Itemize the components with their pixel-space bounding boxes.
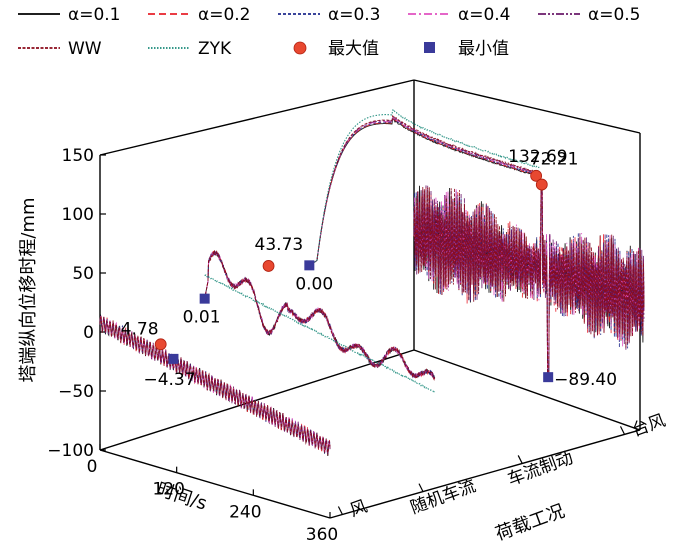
min-value-label: −89.40: [554, 370, 617, 390]
max-marker: [154, 338, 167, 351]
max-value-label: 132.69: [508, 147, 567, 167]
frame-line: [329, 429, 641, 519]
z-tick-label: 车流制动: [505, 448, 576, 490]
y-tick-label: −100: [47, 441, 94, 461]
z-tick-label: 风: [347, 497, 370, 522]
min-value-label: 0.00: [295, 274, 333, 294]
legend-max-marker: [293, 41, 307, 55]
min-marker: [168, 353, 179, 364]
max-marker: [535, 178, 548, 191]
series-ww-case-0: [99, 315, 331, 456]
y-axis-title: 塔端纵向位移时程/mm: [18, 197, 39, 382]
x-tick-label: 360: [306, 525, 338, 544]
series-ww-case-3: [413, 183, 645, 378]
legend-label-a01: α=0.1: [68, 5, 121, 25]
legend-label-min: 最小值: [458, 39, 509, 59]
z-tick-label: 台风: [629, 411, 668, 441]
min-value-label: −4.37: [143, 370, 195, 390]
min-value-label: 0.01: [183, 308, 221, 328]
frame-line: [413, 79, 641, 134]
legend-label-a04: α=0.4: [458, 5, 511, 25]
min-marker: [199, 293, 210, 304]
y-tick-label: 0: [83, 323, 94, 343]
marker-layer: [154, 169, 554, 383]
legend-min-marker: [424, 42, 435, 53]
max-value-label: 72.21: [530, 150, 579, 170]
x-tick-label: 240: [229, 502, 261, 522]
frame-line: [99, 449, 331, 519]
z-tick: [619, 426, 626, 435]
legend-label-max: 最大值: [328, 39, 379, 59]
series-a02-case-1: [204, 250, 436, 381]
series-a05-case-3: [413, 183, 645, 378]
min-marker: [543, 372, 554, 383]
frame-line: [413, 349, 641, 431]
legend: α=0.1 α=0.2 α=0.3 α=0.4 α=0.5 WW ZYK 最大值 最小值: [18, 5, 641, 59]
annotation-layer: 4.78 −4.37 43.73 0.01 132.69 0.00 72.21 −89.40: [121, 147, 617, 390]
z-tick: [418, 483, 424, 492]
legend-label-ww: WW: [68, 39, 102, 59]
series-a04-case-3: [413, 183, 645, 378]
series-zyk-case-2: [309, 109, 540, 266]
series-ww-case-1: [204, 250, 436, 382]
max-value-label: 4.78: [121, 319, 159, 339]
legend-label-zyk: ZYK: [198, 39, 232, 59]
y-tick-label: 50: [72, 264, 94, 284]
y-tick-label: 100: [62, 205, 94, 225]
y-tick-label: 150: [62, 146, 94, 166]
y-tick-label: −50: [58, 382, 94, 402]
series-layer: [99, 109, 645, 456]
frame-line: [99, 349, 415, 451]
max-value-label: 43.73: [255, 235, 304, 255]
z-tick: [337, 506, 343, 515]
series-a01-case-1: [204, 250, 436, 380]
legend-label-a03: α=0.3: [328, 5, 381, 25]
legend-label-a02: α=0.2: [198, 5, 251, 25]
series-a02-case-2: [309, 118, 540, 266]
z-tick-label: 随机车流: [408, 476, 479, 518]
legend-label-a05: α=0.5: [588, 5, 641, 25]
series-ww-case-2: [309, 114, 540, 266]
max-marker: [262, 260, 275, 272]
series-a05-case-1: [204, 250, 436, 381]
z-axis-title: 荷载工况: [493, 501, 568, 544]
series-a03-case-1: [204, 250, 436, 380]
series-zyk-case-1: [204, 274, 436, 394]
frame-line: [99, 79, 415, 156]
min-marker: [304, 260, 315, 271]
max-marker: [530, 169, 543, 182]
x-tick-label: 120: [152, 480, 184, 500]
x-tick-label: 0: [87, 457, 98, 477]
series-a04-case-1: [204, 251, 436, 379]
z-tick: [517, 455, 523, 464]
